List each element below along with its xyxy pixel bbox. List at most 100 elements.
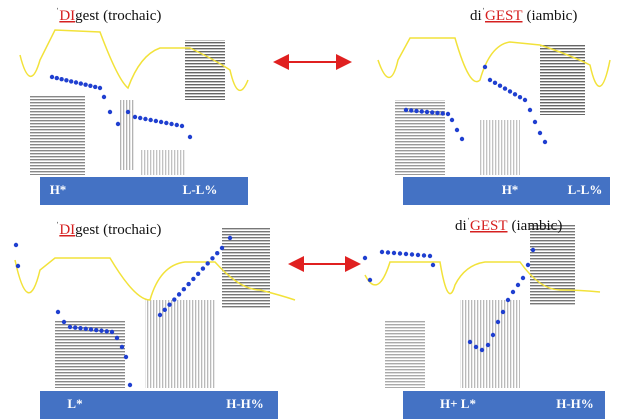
pitch-dot	[94, 328, 98, 332]
pitch-dot	[154, 119, 158, 123]
pitch-dot	[177, 292, 181, 296]
pitch-dot	[521, 276, 525, 280]
pitch-dot	[115, 336, 119, 340]
pitch-dot	[228, 236, 232, 240]
pitch-dot	[404, 108, 408, 112]
pitch-dot	[124, 355, 128, 359]
pitch-dot	[182, 287, 186, 291]
pitch-dot	[543, 140, 547, 144]
spectrogram	[140, 150, 185, 175]
panel-title: ˈDIgest (trochaic)	[56, 221, 161, 238]
pitch-dot	[116, 122, 120, 126]
panel-title: diˈGEST(iambic)	[470, 7, 577, 24]
pitch-dot	[450, 118, 454, 122]
pitch-dot	[16, 264, 20, 268]
pitch-dot	[474, 345, 478, 349]
pitch-dot	[483, 65, 487, 69]
tone-label: H*	[50, 182, 67, 197]
pitch-dot	[420, 109, 424, 113]
pitch-dot	[446, 112, 450, 116]
pitch-dot	[528, 108, 532, 112]
pitch-dot	[205, 261, 209, 265]
pitch-dot	[93, 85, 97, 89]
pitch-dot	[480, 348, 484, 352]
pitch-dot	[186, 282, 190, 286]
pitch-dot	[430, 110, 434, 114]
pitch-dot	[120, 345, 124, 349]
pitch-dot	[108, 110, 112, 114]
pitch-dot	[50, 75, 54, 79]
pitch-dot	[428, 254, 432, 258]
pitch-dot	[180, 124, 184, 128]
spectrogram	[480, 120, 520, 175]
pitch-dot	[74, 80, 78, 84]
pitch-dot	[368, 278, 372, 282]
pitch-dot	[409, 108, 413, 112]
pitch-dot	[89, 327, 93, 331]
pitch-dot	[410, 252, 414, 256]
pitch-dot	[431, 263, 435, 267]
pitch-dot	[83, 83, 87, 87]
pitch-dot	[488, 78, 492, 82]
pitch-dot	[435, 111, 439, 115]
pitch-dot	[441, 111, 445, 115]
pitch-dot	[201, 266, 205, 270]
pitch-dot	[167, 302, 171, 306]
pitch-dot	[386, 250, 390, 254]
pitch-dot	[99, 329, 103, 333]
pitch-dot	[468, 340, 472, 344]
pitch-dot	[404, 252, 408, 256]
tone-label: H*	[502, 182, 519, 197]
pitch-dot	[14, 243, 18, 247]
pitch-dot	[138, 116, 142, 120]
spectrogram	[530, 225, 575, 305]
pitch-dot	[191, 277, 195, 281]
pitch-dot	[164, 121, 168, 125]
spectrogram	[30, 95, 85, 175]
panel: H+ L* H-H% diˈGEST(iambic)	[363, 217, 605, 419]
pitch-dot	[148, 118, 152, 122]
pitch-dot	[538, 131, 542, 135]
pitch-dot	[516, 283, 520, 287]
pitch-dot	[531, 248, 535, 252]
pitch-dot	[523, 98, 527, 102]
panel-title: ˈDIgest (trochaic)	[56, 7, 161, 24]
pitch-dot	[491, 333, 495, 337]
pitch-dot	[73, 325, 77, 329]
pitch-dot	[363, 256, 367, 260]
figure: H* L-L% ˈDIgest (trochaic) H* L-L% diˈGE…	[0, 0, 628, 419]
panel: L* H-H% ˈDIgest (trochaic)	[14, 221, 295, 419]
pitch-dot	[133, 115, 137, 119]
pitch-dot	[486, 343, 490, 347]
panel: H* L-L% diˈGEST(iambic)	[378, 7, 610, 205]
pitch-dot	[126, 110, 130, 114]
pitch-dot	[163, 308, 167, 312]
spectrogram	[460, 300, 520, 388]
pitch-dot	[498, 84, 502, 88]
spectrogram	[540, 45, 585, 115]
tone-label: L-L%	[568, 182, 603, 197]
tone-label: H-H%	[226, 396, 264, 411]
pitch-dot	[79, 81, 83, 85]
pitch-dot	[380, 250, 384, 254]
pitch-dot	[84, 327, 88, 331]
pitch-dot	[210, 256, 214, 260]
spectrogram	[145, 300, 215, 388]
pitch-dot	[128, 383, 132, 387]
pitch-dot	[98, 86, 102, 90]
pitch-dot	[55, 76, 59, 80]
pitch-dot	[503, 86, 507, 90]
pitch-dot	[460, 137, 464, 141]
pitch-dot	[422, 253, 426, 257]
pitch-dot	[526, 263, 530, 267]
pitch-dot	[392, 251, 396, 255]
pitch-dot	[69, 79, 73, 83]
tone-label: H-H%	[556, 396, 594, 411]
pitch-dot	[105, 329, 109, 333]
pitch-dot	[169, 122, 173, 126]
pitch-dot	[220, 246, 224, 250]
tone-label: L-L%	[183, 182, 218, 197]
pitch-dot	[62, 320, 66, 324]
pitch-dot	[110, 330, 114, 334]
pitch-dot	[172, 297, 176, 301]
